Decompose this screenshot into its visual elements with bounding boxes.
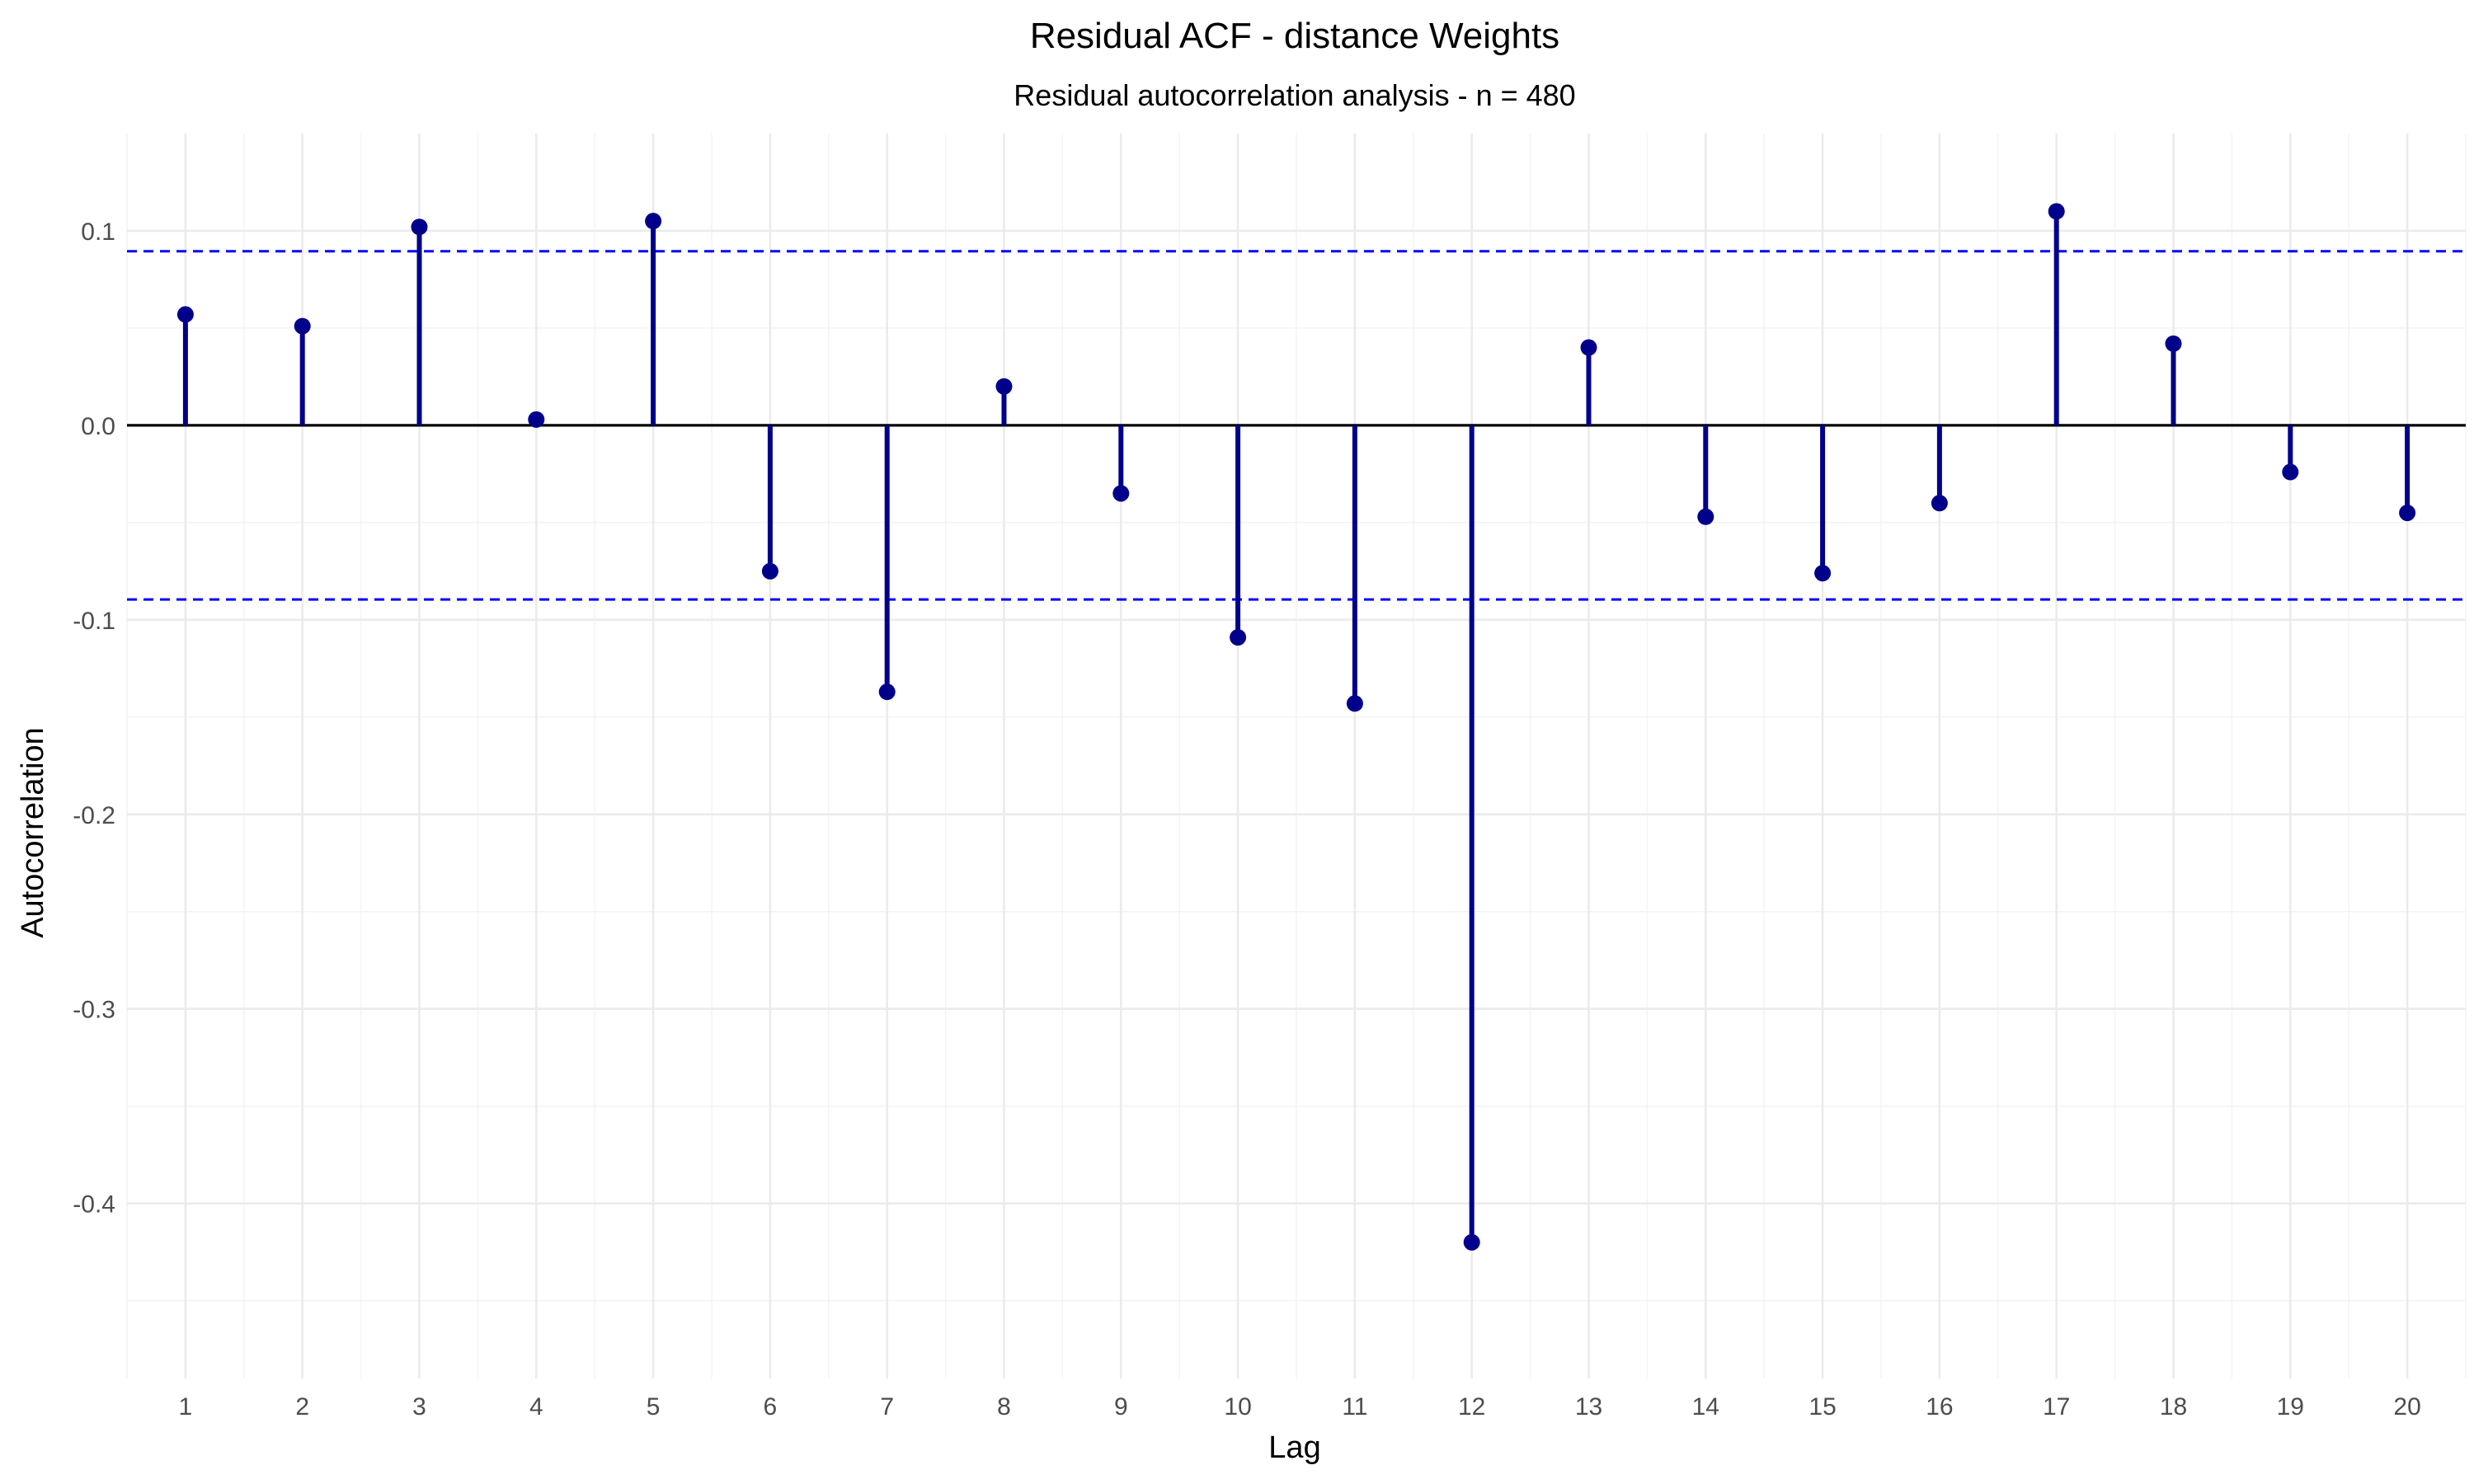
acf-point-lag-15: [1814, 565, 1832, 582]
y-tick-label: 0.0: [81, 413, 115, 440]
acf-point-lag-6: [761, 562, 778, 580]
acf-point-lag-8: [995, 378, 1013, 395]
y-tick-label: -0.4: [73, 1191, 115, 1219]
acf-point-lag-4: [528, 411, 545, 428]
x-tick-label: 6: [764, 1393, 778, 1421]
y-tick-label: 0.1: [81, 218, 115, 246]
x-tick-label: 18: [2160, 1393, 2187, 1421]
x-axis-title: Lag: [1268, 1430, 1320, 1465]
x-tick-label: 11: [1342, 1393, 1367, 1421]
x-tick-label: 14: [1692, 1393, 1719, 1421]
x-tick-label: 17: [2043, 1393, 2070, 1421]
x-tick-label: 16: [1926, 1393, 1953, 1421]
confidence-bounds: [127, 250, 2466, 601]
y-tick-label: -0.1: [73, 608, 115, 635]
acf-point-lag-3: [411, 218, 428, 236]
acf-point-lag-10: [1230, 629, 1247, 646]
acf-point-lag-1: [176, 306, 194, 323]
x-axis-tick-labels: 1 2 3 4 5 6 7 8 9 10 11 12 13 14 15 16 17 18 19 20: [179, 1393, 2421, 1421]
acf-point-lag-7: [878, 683, 896, 701]
acf-stems: [176, 203, 2416, 1251]
x-tick-label: 15: [1808, 1393, 1836, 1421]
acf-point-lag-5: [645, 213, 662, 230]
minor-gridlines: [126, 134, 2467, 1378]
chart-title: Residual ACF - distance Weights: [1030, 16, 1559, 56]
acf-point-lag-20: [2399, 505, 2416, 522]
x-tick-label: 5: [647, 1393, 661, 1421]
y-axis-title: Autocorrelation: [16, 727, 50, 938]
acf-point-lag-9: [1112, 485, 1130, 502]
acf-point-lag-17: [2048, 203, 2065, 220]
y-axis-tick-labels: 0.1 0.0 -0.1 -0.2 -0.3 -0.4: [73, 218, 115, 1219]
acf-point-lag-2: [294, 317, 311, 335]
x-tick-label: 4: [529, 1393, 543, 1421]
x-tick-label: 10: [1224, 1393, 1251, 1421]
x-tick-label: 2: [295, 1393, 309, 1421]
acf-point-lag-11: [1346, 695, 1363, 712]
x-tick-label: 1: [179, 1393, 193, 1421]
acf-point-lag-14: [1697, 508, 1714, 525]
acf-point-lag-19: [2282, 463, 2299, 481]
x-tick-label: 13: [1575, 1393, 1602, 1421]
x-tick-label: 20: [2393, 1393, 2420, 1421]
x-tick-label: 12: [1458, 1393, 1485, 1421]
x-tick-label: 9: [1114, 1393, 1128, 1421]
chart-subtitle: Residual autocorrelation analysis - n = …: [1014, 78, 1575, 112]
acf-point-lag-18: [2165, 335, 2182, 352]
x-tick-label: 3: [412, 1393, 426, 1421]
x-tick-label: 7: [880, 1393, 894, 1421]
acf-point-lag-12: [1463, 1233, 1480, 1251]
acf-point-lag-16: [1931, 495, 1948, 512]
x-tick-label: 19: [2277, 1393, 2304, 1421]
y-tick-label: -0.3: [73, 997, 115, 1024]
acf-point-lag-13: [1580, 339, 1597, 356]
y-tick-label: -0.2: [73, 802, 115, 829]
x-tick-label: 8: [997, 1393, 1011, 1421]
